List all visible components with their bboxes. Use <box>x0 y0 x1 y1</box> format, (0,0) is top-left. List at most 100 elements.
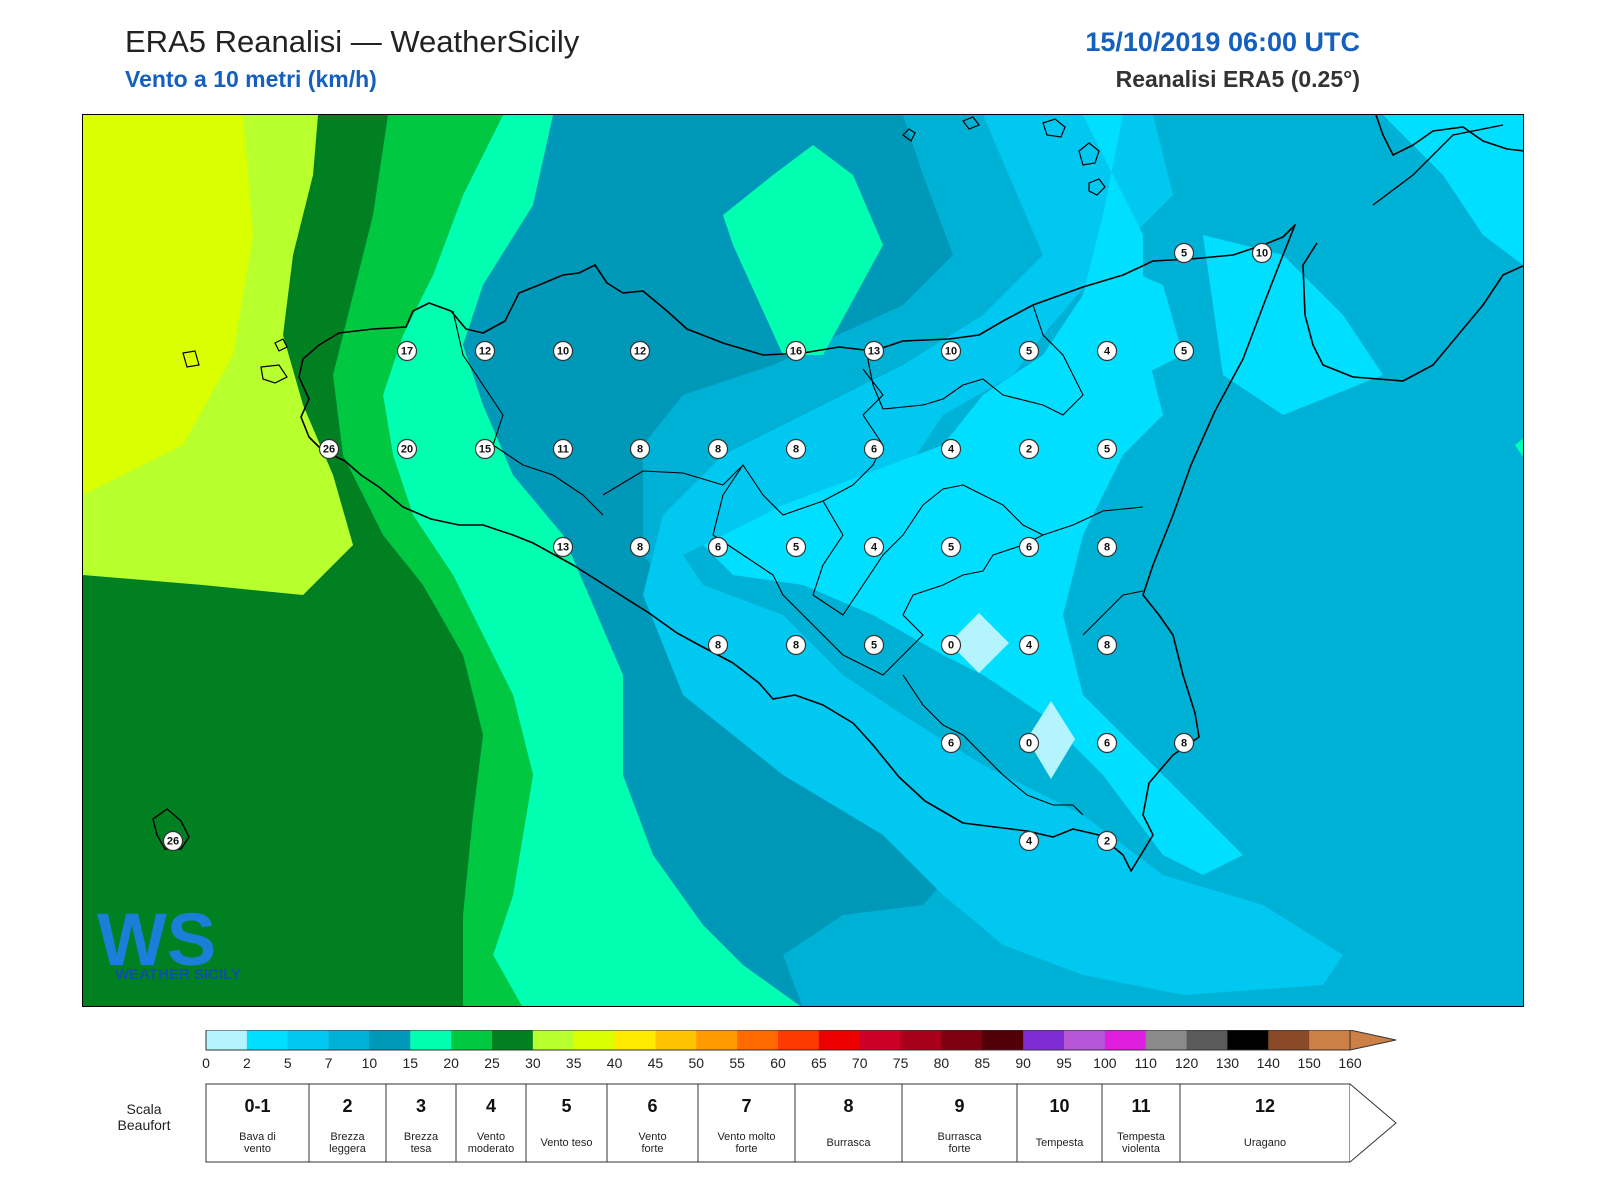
colorbar-tick-label: 60 <box>770 1055 786 1071</box>
colorbar-segment <box>1186 1030 1228 1050</box>
station-marker: 4 <box>1096 340 1118 362</box>
isola-2 <box>962 116 980 130</box>
station-value: 5 <box>1104 444 1110 456</box>
isole-egadi <box>260 338 288 384</box>
beaufort-number: 8 <box>843 1096 853 1116</box>
station-value: 8 <box>1104 640 1110 652</box>
logo-text: WEATHER SICILY <box>115 966 241 983</box>
colorbar <box>205 1030 1397 1051</box>
colorbar-tick-label: 45 <box>648 1055 664 1071</box>
station-value: 13 <box>557 542 569 554</box>
station-value: 0 <box>1026 738 1032 750</box>
map-title: ERA5 Reanalisi — WeatherSicily <box>125 24 580 59</box>
beaufort-cell <box>308 1083 387 1163</box>
station-value: 5 <box>948 542 954 554</box>
band-15-20-n <box>723 145 883 355</box>
colorbar-tick-label: 50 <box>688 1055 704 1071</box>
colorbar-tick-label: 15 <box>402 1055 418 1071</box>
station-marker: 5 <box>863 634 885 656</box>
isola-3 <box>1078 142 1100 166</box>
beaufort-desc: forte <box>735 1143 757 1155</box>
isola-lipari <box>1042 118 1066 138</box>
colorbar-tick-label: 100 <box>1093 1055 1117 1071</box>
band-15-20-w <box>383 115 801 1006</box>
colorbar-segment <box>1145 1030 1188 1050</box>
colorbar-segment <box>573 1030 616 1050</box>
station-marker: 13 <box>863 340 885 362</box>
beaufort-number: 2 <box>342 1096 352 1116</box>
beaufort-cell <box>205 1083 310 1163</box>
colorbar-tick-label: 120 <box>1175 1055 1199 1071</box>
colorbar-tick-label: 70 <box>852 1055 868 1071</box>
colorbar-segment <box>737 1030 779 1050</box>
station-marker: 4 <box>863 536 885 558</box>
station-value: 15 <box>479 444 491 456</box>
beaufort-desc: tesa <box>411 1143 433 1155</box>
station-value: 8 <box>637 444 643 456</box>
station-marker: 8 <box>1096 536 1118 558</box>
station-marker: 5 <box>1096 438 1118 460</box>
station-value: 0 <box>948 640 954 652</box>
colorbar-segment <box>614 1030 656 1050</box>
colorbar-segment <box>410 1030 452 1050</box>
band-15-20-e <box>1515 438 1523 457</box>
station-marker: 8 <box>1173 732 1195 754</box>
colorbar-segment <box>206 1030 248 1050</box>
colorbar-segment <box>655 1030 697 1050</box>
station-marker: 5 <box>940 536 962 558</box>
station-marker: 12 <box>629 340 651 362</box>
station-value: 6 <box>1104 738 1110 750</box>
colorbar-segment <box>982 1030 1024 1050</box>
station-value: 12 <box>634 346 646 358</box>
station-marker: 2 <box>1096 830 1118 852</box>
colorbar-tick-label: 35 <box>566 1055 582 1071</box>
beaufort-desc: Brezza <box>330 1131 365 1143</box>
station-value: 8 <box>793 444 799 456</box>
station-marker: 8 <box>629 438 651 460</box>
station-marker: 8 <box>785 634 807 656</box>
beaufort-number: 9 <box>954 1096 964 1116</box>
logo-letter-w: WS <box>97 898 216 981</box>
station-value: 8 <box>715 444 721 456</box>
station-value: 4 <box>1104 346 1111 358</box>
beaufort-desc: Tempesta <box>1117 1131 1166 1143</box>
band-20-25 <box>333 115 533 1006</box>
station-marker: 8 <box>629 536 651 558</box>
colorbar-tick-label: 40 <box>607 1055 623 1071</box>
station-value: 2 <box>1104 836 1110 848</box>
isola-1 <box>902 128 916 142</box>
station-marker: 16 <box>785 340 807 362</box>
colorbar-segment <box>1104 1030 1147 1050</box>
colorbar-tick-label: 75 <box>893 1055 909 1071</box>
colorbar-tick-label: 110 <box>1135 1055 1158 1071</box>
beaufort-cell <box>1179 1083 1351 1163</box>
station-marker: 5 <box>785 536 807 558</box>
beaufort-number: 3 <box>416 1096 426 1116</box>
station-value: 13 <box>868 346 880 358</box>
station-value: 6 <box>948 738 954 750</box>
beaufort-title: Beaufort <box>118 1117 171 1133</box>
station-marker: 13 <box>552 536 574 558</box>
beaufort-desc: forte <box>641 1143 663 1155</box>
colorbar-segment <box>778 1030 820 1050</box>
beaufort-cell <box>606 1083 699 1163</box>
colorbar-tick-label: 160 <box>1338 1055 1362 1071</box>
station-marker: 5 <box>1173 242 1195 264</box>
beaufort-arrow <box>1349 1083 1397 1163</box>
band-0-2-b <box>1027 701 1075 779</box>
isola-ustica <box>182 350 200 368</box>
station-marker: 6 <box>1018 536 1040 558</box>
station-value: 11 <box>557 444 569 456</box>
colorbar-tick-label: 7 <box>325 1055 333 1071</box>
colorbar-tick-label: 140 <box>1257 1055 1281 1071</box>
colorbar-segment <box>287 1030 330 1050</box>
station-value: 8 <box>793 640 799 652</box>
beaufort-desc: moderato <box>468 1143 514 1155</box>
band-5-7 <box>643 115 1343 995</box>
station-marker: 2 <box>1018 438 1040 460</box>
colorbar-segment <box>328 1030 370 1050</box>
beaufort-number: 5 <box>561 1096 571 1116</box>
station-value: 4 <box>871 542 878 554</box>
